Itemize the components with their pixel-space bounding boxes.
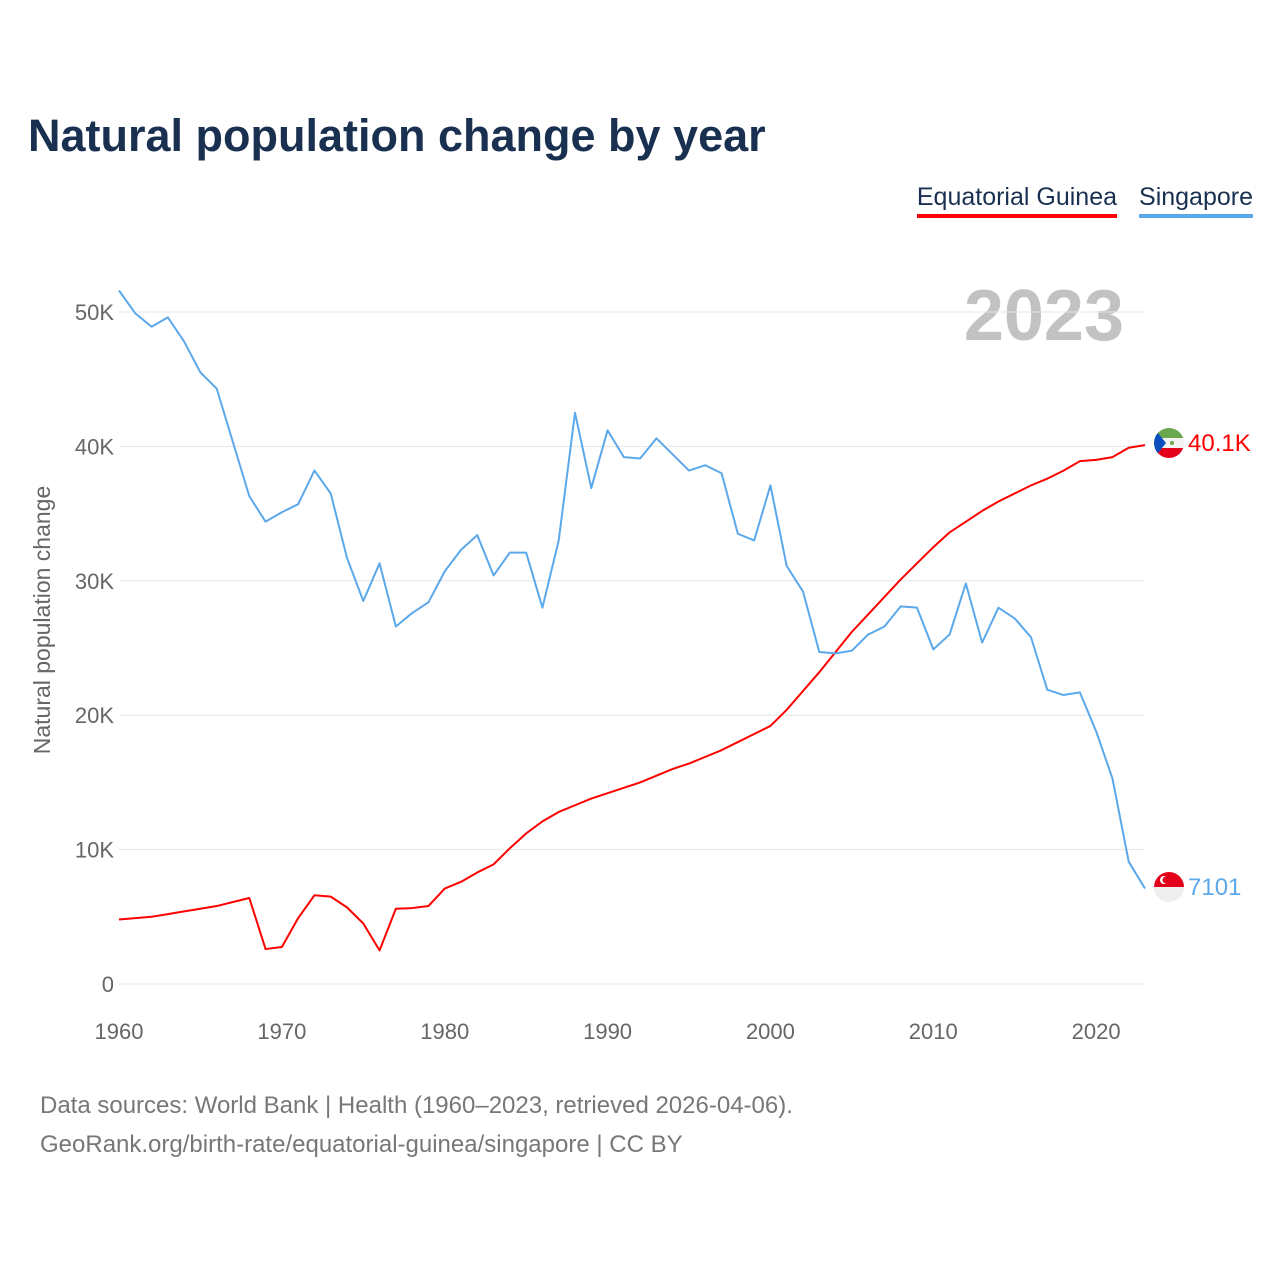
series-line-equatorial-guinea[interactable] (118, 444, 1146, 952)
y-tick-label: 0 (102, 972, 114, 997)
x-tick-label: 1960 (95, 1019, 144, 1044)
y-tick-label: 40K (75, 434, 114, 459)
x-tick-label: 2020 (1072, 1019, 1121, 1044)
singapore-flag-icon (1154, 872, 1184, 902)
x-tick-label: 1970 (257, 1019, 306, 1044)
footer: Data sources: World Bank | Health (1960–… (40, 1086, 793, 1164)
legend-item-equatorial-guinea[interactable]: Equatorial Guinea (916, 183, 1118, 218)
x-tick-label: 2010 (909, 1019, 958, 1044)
x-tick-label: 1980 (420, 1019, 469, 1044)
series-line-singapore[interactable] (118, 289, 1146, 890)
data-source-note: Data sources: World Bank | Health (1960–… (40, 1092, 793, 1119)
year-watermark: 2023 (964, 276, 1124, 356)
chart-title: Natural population change by year (28, 110, 766, 161)
source-link[interactable]: GeoRank.org/birth-rate/equatorial-guinea… (40, 1131, 683, 1158)
x-tick-label: 1990 (583, 1019, 632, 1044)
y-axis-label: Natural population change (29, 486, 55, 755)
equatorial-guinea-flag-icon (1154, 428, 1184, 458)
y-tick-label: 50K (75, 300, 114, 325)
end-label-singapore: 7101 (1188, 874, 1241, 901)
end-label-equatorial-guinea: 40.1K (1188, 430, 1251, 457)
y-tick-label: 10K (75, 838, 114, 863)
y-tick-label: 20K (75, 703, 114, 728)
legend: Equatorial Guinea Singapore (916, 183, 1253, 218)
y-tick-label: 30K (75, 569, 114, 594)
legend-item-singapore[interactable]: Singapore (1139, 183, 1253, 218)
x-tick-label: 2000 (746, 1019, 795, 1044)
